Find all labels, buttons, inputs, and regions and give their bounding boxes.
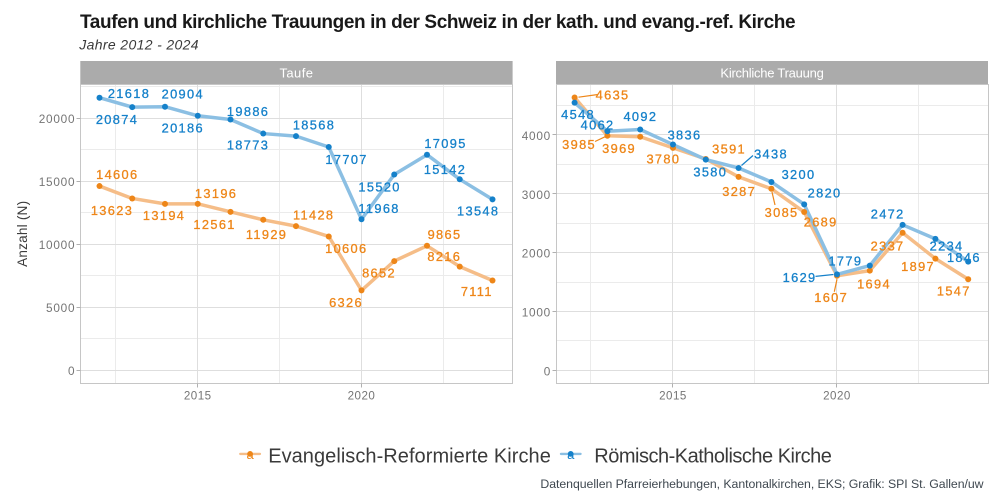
svg-text:20904: 20904 — [162, 86, 204, 101]
svg-text:4000: 4000 — [522, 129, 551, 143]
svg-text:a: a — [567, 447, 575, 462]
svg-text:10000: 10000 — [39, 238, 76, 252]
svg-text:1629: 1629 — [783, 270, 817, 285]
svg-text:3580: 3580 — [693, 165, 727, 180]
svg-text:1779: 1779 — [828, 254, 862, 269]
svg-text:18773: 18773 — [227, 138, 269, 153]
svg-text:2020: 2020 — [823, 390, 851, 403]
svg-text:3836: 3836 — [668, 127, 702, 142]
svg-text:5000: 5000 — [46, 301, 75, 315]
svg-text:Evangelisch-Reformierte Kirche: Evangelisch-Reformierte Kirche — [268, 445, 551, 467]
svg-text:a: a — [246, 447, 254, 462]
svg-text:1000: 1000 — [522, 306, 551, 320]
svg-text:19886: 19886 — [227, 104, 269, 119]
svg-text:Anzahl (N): Anzahl (N) — [15, 201, 30, 267]
svg-text:21618: 21618 — [108, 86, 150, 101]
svg-text:3985: 3985 — [562, 137, 596, 152]
svg-text:11968: 11968 — [358, 201, 399, 216]
svg-text:18568: 18568 — [293, 118, 335, 133]
svg-text:11929: 11929 — [246, 227, 287, 242]
svg-text:20874: 20874 — [96, 112, 138, 127]
svg-text:3591: 3591 — [712, 142, 746, 157]
svg-text:3780: 3780 — [646, 151, 680, 166]
svg-text:3969: 3969 — [602, 141, 636, 156]
svg-text:17095: 17095 — [424, 136, 466, 151]
svg-text:1897: 1897 — [901, 259, 935, 274]
svg-text:2337: 2337 — [871, 238, 905, 253]
svg-text:0: 0 — [544, 364, 551, 378]
svg-text:7111: 7111 — [461, 284, 493, 299]
svg-text:12561: 12561 — [193, 217, 235, 232]
svg-text:4092: 4092 — [623, 109, 657, 124]
svg-text:3287: 3287 — [722, 184, 756, 199]
svg-text:9865: 9865 — [428, 227, 462, 242]
svg-text:2472: 2472 — [871, 206, 905, 221]
svg-text:6326: 6326 — [329, 295, 363, 310]
svg-text:2015: 2015 — [659, 390, 687, 403]
svg-text:17707: 17707 — [325, 152, 367, 167]
svg-text:3200: 3200 — [782, 167, 816, 182]
svg-text:4548: 4548 — [561, 107, 595, 122]
svg-text:14606: 14606 — [96, 167, 138, 182]
svg-text:2234: 2234 — [930, 238, 964, 253]
svg-text:4062: 4062 — [581, 117, 615, 132]
svg-text:Römisch-Katholische Kirche: Römisch-Katholische Kirche — [594, 445, 831, 467]
svg-text:13196: 13196 — [195, 186, 237, 201]
svg-text:1547: 1547 — [937, 284, 971, 299]
svg-text:1694: 1694 — [857, 276, 891, 291]
svg-text:Taufen und kirchliche Trauunge: Taufen und kirchliche Trauungen in der S… — [80, 12, 795, 33]
svg-text:2689: 2689 — [804, 215, 838, 230]
svg-text:1607: 1607 — [814, 290, 848, 305]
svg-text:20000: 20000 — [39, 112, 76, 126]
svg-text:15142: 15142 — [424, 162, 466, 177]
svg-text:0: 0 — [68, 364, 75, 378]
svg-text:10606: 10606 — [325, 241, 367, 256]
svg-text:2015: 2015 — [184, 390, 212, 403]
svg-text:2000: 2000 — [522, 247, 551, 261]
svg-text:8216: 8216 — [427, 249, 461, 264]
svg-text:3438: 3438 — [754, 147, 788, 162]
svg-text:Kirchliche Trauung: Kirchliche Trauung — [720, 65, 823, 80]
svg-text:15000: 15000 — [39, 175, 76, 189]
svg-text:2820: 2820 — [808, 186, 842, 201]
svg-text:13548: 13548 — [457, 204, 499, 219]
svg-text:8652: 8652 — [362, 266, 396, 281]
svg-text:Datenquellen Pfarreierhebungen: Datenquellen Pfarreierhebungen, Kantonal… — [540, 477, 983, 491]
svg-text:2020: 2020 — [348, 390, 376, 403]
svg-text:20186: 20186 — [162, 121, 204, 136]
svg-text:13194: 13194 — [143, 208, 185, 223]
svg-text:Jahre 2012 - 2024: Jahre 2012 - 2024 — [78, 37, 199, 53]
svg-text:3085: 3085 — [765, 205, 799, 220]
svg-text:11428: 11428 — [293, 207, 334, 222]
svg-text:3000: 3000 — [522, 188, 551, 202]
svg-text:1846: 1846 — [947, 250, 981, 265]
svg-text:15520: 15520 — [358, 180, 400, 195]
svg-text:13623: 13623 — [91, 203, 133, 218]
svg-text:4635: 4635 — [596, 87, 630, 102]
svg-text:Taufe: Taufe — [280, 65, 314, 80]
